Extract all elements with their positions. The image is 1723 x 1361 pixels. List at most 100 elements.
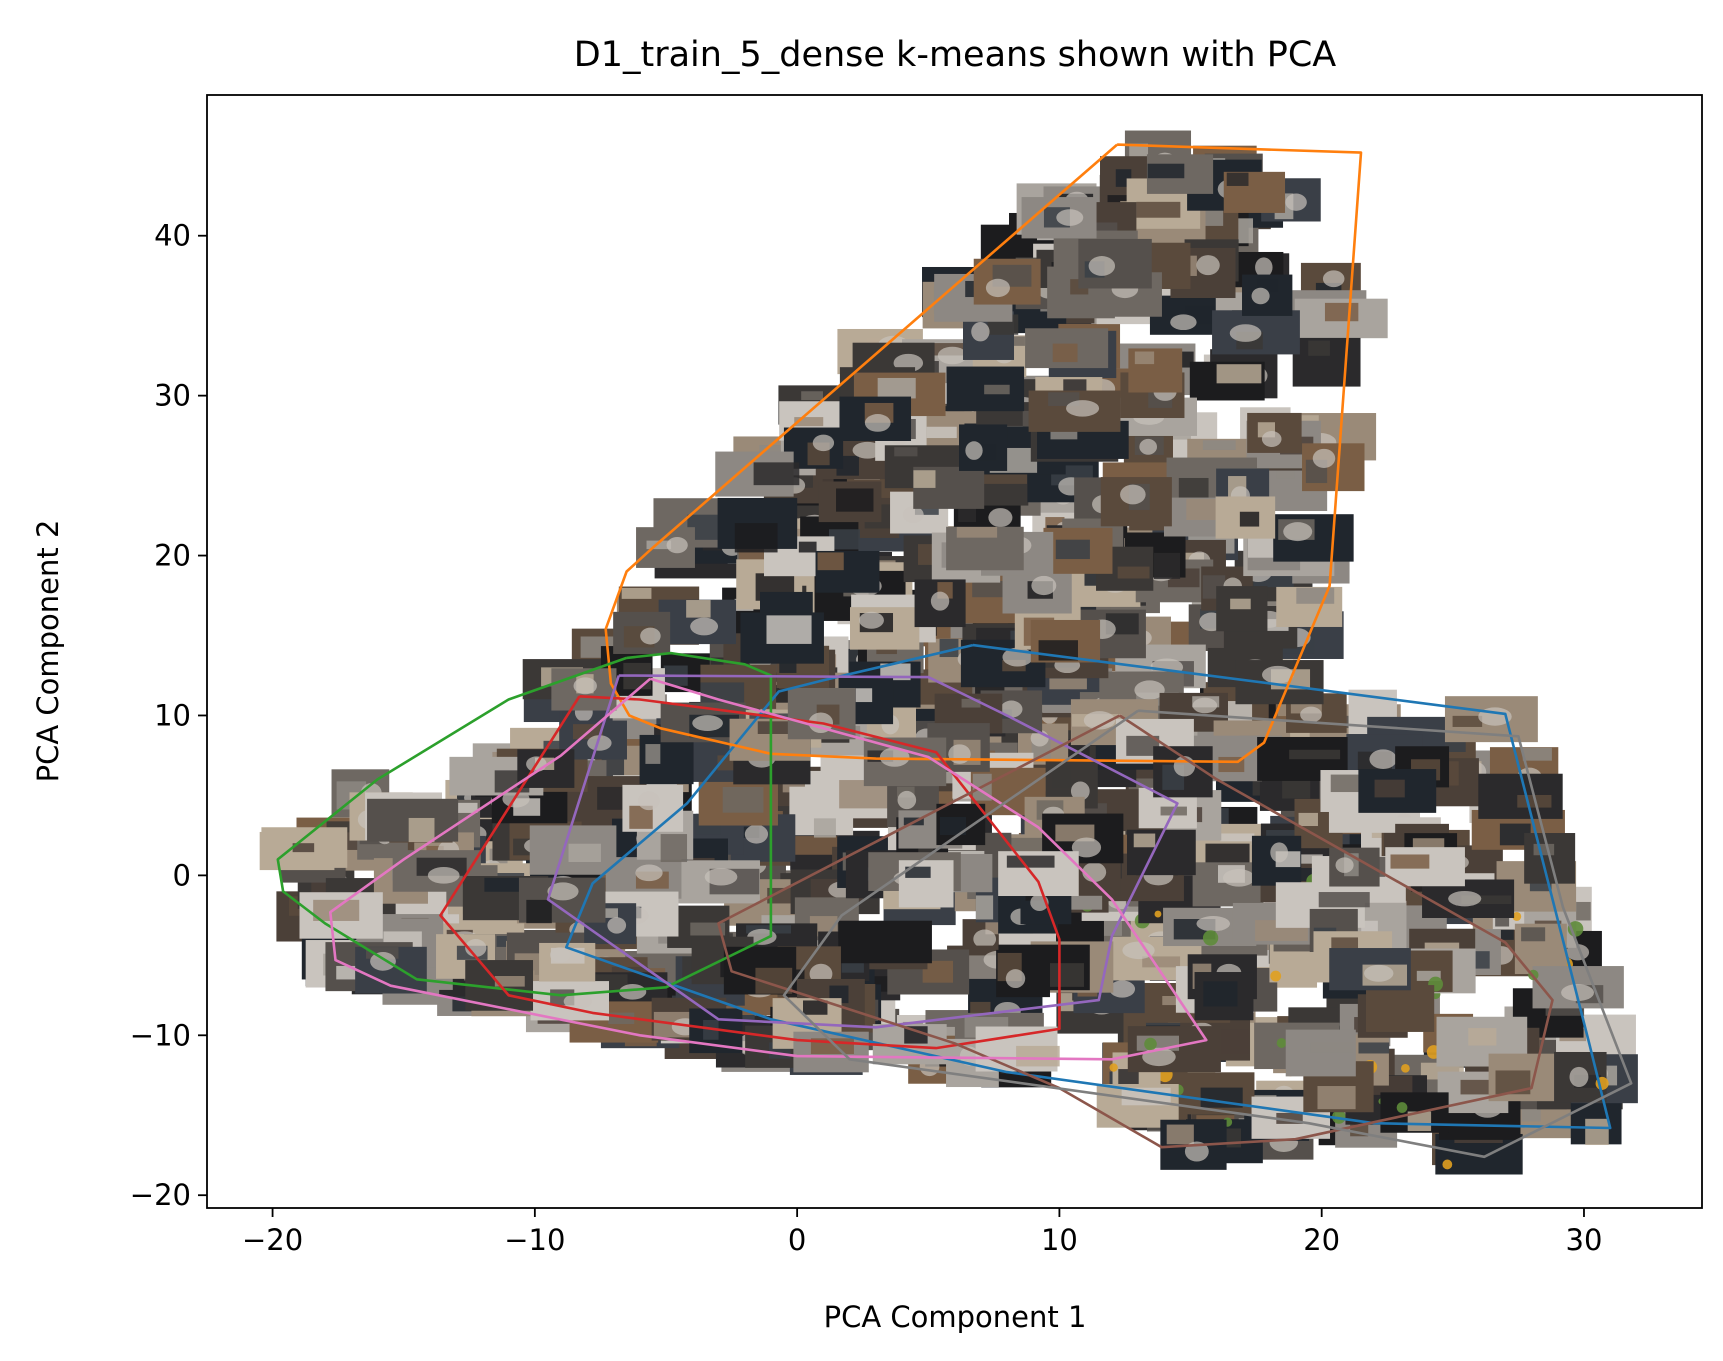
- thumbnail-marker: [669, 860, 760, 904]
- thumbnail-marker: [1212, 310, 1300, 355]
- x-tick-label: −10: [504, 1223, 565, 1257]
- thumbnail-layer: [259, 130, 1638, 1175]
- y-axis-label: PCA Component 2: [31, 520, 65, 783]
- thumbnail-marker: [914, 579, 966, 628]
- cluster-hull-5: [717, 714, 1554, 1149]
- cluster-hull-4: [546, 674, 1179, 1029]
- thumbnail-marker: [839, 396, 912, 441]
- thumbnail-marker: [1189, 361, 1265, 401]
- thumbnail-marker: [1285, 1029, 1356, 1077]
- thumbnail-marker: [1146, 154, 1214, 194]
- thumbnail-marker: [622, 784, 684, 832]
- x-axis: −20 −10 0 10 20 30: [242, 1208, 1602, 1257]
- thumbnail-marker: [539, 942, 596, 982]
- thumbnail-marker: [1292, 337, 1361, 387]
- y-tick-label: −10: [130, 1018, 191, 1052]
- thumbnail-marker: [1478, 773, 1563, 819]
- thumbnail-marker: [1172, 1072, 1255, 1115]
- thumbnail-marker: [849, 607, 920, 650]
- x-tick-label: 10: [1041, 1223, 1078, 1257]
- y-tick-label: 40: [154, 219, 191, 253]
- thumbnail-marker: [367, 798, 459, 843]
- thumbnail-marker: [1100, 477, 1172, 527]
- thumbnail-marker: [1247, 412, 1302, 453]
- cluster-hull-3: [439, 695, 1061, 1050]
- cluster-hull-6: [328, 677, 1208, 1061]
- y-tick-label: 10: [154, 698, 191, 732]
- thumbnail-marker: [1294, 298, 1388, 339]
- thumbnail-marker: [973, 258, 1041, 305]
- thumbnail-marker: [936, 803, 986, 846]
- cluster-hull-2: [276, 651, 773, 997]
- thumbnail-marker: [1329, 948, 1411, 991]
- chart-title: D1_train_5_dense k-means shown with PCA: [574, 35, 1336, 75]
- thumbnail-marker: [818, 481, 882, 523]
- thumbnail-marker: [1554, 1051, 1609, 1103]
- thumbnail-marker: [975, 1026, 1060, 1072]
- y-tick-label: 30: [154, 379, 191, 413]
- thumbnail-marker: [1160, 1119, 1227, 1170]
- x-tick-label: 20: [1303, 1223, 1340, 1257]
- plot-frame: [206, 94, 1703, 1209]
- thumbnail-marker: [898, 860, 954, 908]
- thumbnail-marker: [717, 497, 798, 553]
- thumbnail-marker: [636, 527, 695, 568]
- thumbnail-marker: [1128, 348, 1183, 393]
- thumbnail-marker: [1223, 171, 1286, 213]
- thumbnail-marker: [1235, 660, 1324, 705]
- thumbnail-marker: [1028, 390, 1121, 432]
- thumbnail-marker: [1570, 1096, 1622, 1146]
- thumbnail-marker: [887, 781, 939, 828]
- thumbnail-marker: [913, 466, 985, 509]
- x-tick-label: 0: [788, 1223, 806, 1257]
- thumbnail-marker: [1436, 1016, 1528, 1067]
- cluster-hull-layer: [276, 143, 1633, 1159]
- y-tick-label: −20: [130, 1178, 191, 1212]
- thumbnail-marker: [1273, 514, 1354, 562]
- cluster-hull-7: [782, 709, 1633, 1159]
- thumbnail-marker: [551, 668, 617, 711]
- thumbnail-marker: [863, 737, 947, 787]
- thumbnail-marker: [1251, 835, 1302, 886]
- thumbnail-marker: [1366, 985, 1435, 1032]
- thumbnail-marker: [658, 599, 737, 645]
- thumbnail-marker: [740, 612, 824, 664]
- thumbnail-marker: [1123, 429, 1173, 469]
- thumbnail-marker: [1302, 443, 1365, 492]
- thumbnail-marker: [946, 526, 1024, 571]
- thumbnail-marker: [639, 734, 694, 785]
- thumbnail-marker: [1078, 238, 1152, 289]
- thumbnail-marker: [815, 550, 880, 593]
- thumbnail-marker: [613, 611, 671, 654]
- x-tick-label: −20: [242, 1223, 303, 1257]
- cluster-hull-0: [564, 643, 1612, 1130]
- thumbnail-marker: [299, 892, 383, 939]
- thumbnail-marker: [1215, 496, 1276, 539]
- thumbnail-marker: [1043, 527, 1113, 574]
- thumbnail-marker: [700, 664, 777, 709]
- thumbnail-marker: [1025, 328, 1109, 369]
- thumbnail-marker: [1435, 1133, 1523, 1175]
- y-tick-label: 20: [154, 539, 191, 573]
- thumbnail-marker: [996, 949, 1050, 998]
- x-tick-label: 30: [1566, 1223, 1603, 1257]
- y-tick-label: 0: [173, 858, 191, 892]
- thumbnail-marker: [259, 831, 335, 871]
- thumbnail-marker: [783, 427, 844, 469]
- thumbnail-marker: [959, 424, 1008, 471]
- thumbnail-marker: [1358, 769, 1437, 813]
- thumbnail-marker: [1030, 619, 1101, 663]
- thumbnail-marker: [1216, 586, 1268, 632]
- thumbnail-marker: [1127, 1026, 1221, 1073]
- thumbnail-marker: [1422, 879, 1515, 919]
- thumbnail-marker: [998, 851, 1079, 897]
- x-axis-label: PCA Component 1: [824, 1300, 1087, 1334]
- thumbnail-marker: [838, 920, 932, 964]
- thumbnail-marker: [698, 779, 778, 826]
- thumbnail-marker: [529, 825, 617, 875]
- thumbnail-marker: [946, 366, 1025, 412]
- thumbnail-marker: [1385, 847, 1465, 887]
- thumbnail-marker: [1242, 274, 1293, 316]
- y-axis: −20 −10 0 10 20 30 40: [130, 219, 207, 1212]
